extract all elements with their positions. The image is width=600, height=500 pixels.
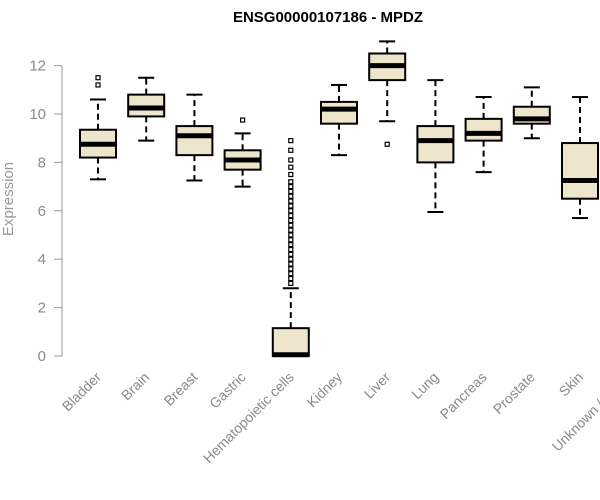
outlier-point — [384, 141, 390, 147]
outlier-point — [288, 275, 294, 282]
outlier-point — [240, 117, 246, 123]
x-category-label: Breast — [161, 369, 201, 409]
outlier-point — [288, 198, 294, 204]
box-lung — [416, 79, 455, 214]
outlier-point — [288, 147, 294, 153]
y-tick-label: 8 — [38, 154, 46, 171]
outlier-point — [288, 266, 294, 272]
box-skin — [561, 96, 599, 220]
x-category-label: Skin — [556, 369, 587, 400]
outlier-point — [288, 251, 294, 257]
y-tick-label: 6 — [38, 203, 46, 220]
x-category-label: Kidney — [304, 369, 346, 411]
box-liver — [368, 40, 407, 147]
outlier-point — [288, 242, 294, 248]
outlier-point — [95, 82, 101, 88]
y-tick-label: 10 — [29, 106, 46, 123]
outlier-point — [288, 138, 294, 144]
box-iqr — [320, 100, 358, 125]
outlier-point — [288, 222, 294, 228]
chart-title: ENSG00000107186 - MPDZ — [233, 9, 423, 26]
x-category-label: Prostate — [490, 369, 538, 417]
x-category-label: Liver — [361, 369, 394, 402]
outlier-point — [288, 237, 294, 243]
box-gastric — [223, 117, 262, 188]
outlier-point — [288, 157, 294, 163]
y-tick-label: 4 — [38, 251, 46, 268]
outlier-point — [288, 256, 294, 262]
outlier-point — [288, 171, 294, 178]
y-tick-label: 0 — [38, 348, 46, 365]
outlier-point — [288, 179, 294, 185]
outlier-point — [95, 75, 101, 81]
box-hematopoietic-cells — [271, 138, 310, 358]
outlier-point — [288, 188, 294, 195]
x-category-label: Bladder — [59, 369, 105, 415]
y-tick-label: 12 — [29, 58, 46, 75]
x-category-label: Lung — [408, 369, 441, 402]
outlier-point — [288, 184, 294, 190]
y-tick-label: 2 — [38, 300, 46, 317]
box-iqr — [561, 142, 599, 200]
box-brain — [127, 76, 166, 142]
x-category-label: Pancreas — [437, 369, 490, 422]
x-category-label: Brain — [118, 369, 152, 403]
x-category-label: Hematopoietic cells — [200, 369, 297, 466]
box-iqr — [464, 117, 503, 142]
outlier-point — [288, 203, 294, 209]
box-bladder — [79, 75, 117, 181]
outlier-point — [288, 213, 294, 219]
box-kidney — [320, 83, 358, 157]
outlier-point — [288, 217, 294, 224]
box-breast — [175, 93, 214, 182]
outlier-point — [288, 208, 294, 214]
y-axis-label: Expression — [0, 162, 17, 236]
box-pancreas — [464, 96, 503, 174]
outlier-point — [288, 193, 294, 199]
box-iqr — [271, 327, 310, 358]
outlier-point — [288, 232, 294, 238]
outlier-point — [288, 271, 294, 277]
box-iqr — [416, 125, 455, 164]
y-axis: 0 2 4 6 8 10 12 — [29, 58, 63, 365]
outlier-point — [288, 164, 294, 170]
outlier-point — [288, 246, 294, 253]
outlier-point — [288, 261, 294, 267]
outlier-point — [288, 280, 294, 286]
x-category-label: Gastric — [206, 369, 249, 412]
box-series — [79, 40, 599, 358]
box-iqr — [175, 125, 214, 157]
box-prostate — [512, 86, 551, 140]
outlier-point — [288, 227, 294, 233]
